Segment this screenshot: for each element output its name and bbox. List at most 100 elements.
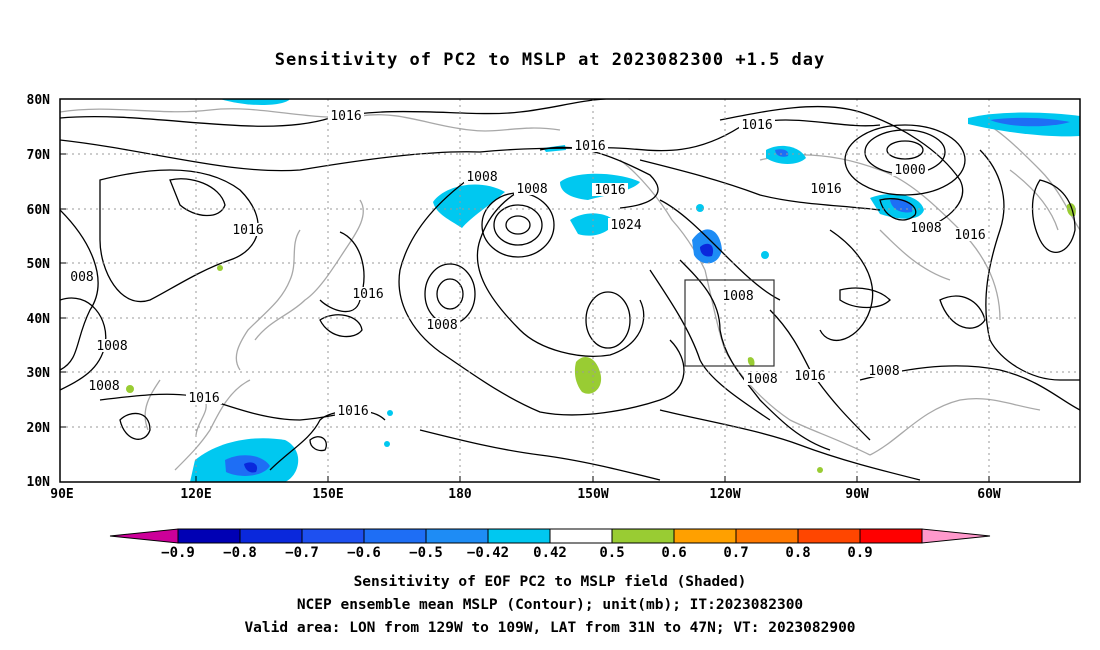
contour-label: 1008 bbox=[910, 221, 941, 236]
colorbar-bin bbox=[301, 528, 365, 544]
contour-label-bg bbox=[720, 289, 756, 302]
contour-label: 008 bbox=[70, 270, 93, 285]
contour-label-bg bbox=[952, 228, 988, 241]
colorbar-label: −0.8 bbox=[223, 545, 257, 561]
contour-label-bg bbox=[739, 118, 775, 131]
contour-label-bg bbox=[592, 183, 628, 196]
contour-label-bg bbox=[464, 170, 500, 183]
sensitivity-shading bbox=[126, 99, 1080, 482]
colorbar-label: −0.7 bbox=[285, 545, 319, 561]
contour-label: 1016 bbox=[810, 182, 841, 197]
colorbar-label: −0.6 bbox=[347, 545, 381, 561]
contour-label-bg bbox=[744, 372, 780, 385]
colorbar-bin bbox=[859, 528, 923, 544]
lon-label-180: 180 bbox=[448, 487, 472, 502]
contour-label-bg bbox=[424, 318, 460, 331]
contour-label-bg bbox=[335, 404, 371, 417]
contour-label: 1008 bbox=[88, 379, 119, 394]
lon-label-90e: 90E bbox=[50, 487, 73, 502]
contour-label: 1008 bbox=[722, 289, 753, 304]
contour-label: 1016 bbox=[574, 139, 605, 154]
colorbar-bin bbox=[735, 528, 799, 544]
contour-label: 1016 bbox=[794, 369, 825, 384]
colorbar-bin bbox=[177, 528, 241, 544]
contour-label: 1016 bbox=[337, 404, 368, 419]
lat-label-30n: 30N bbox=[27, 366, 51, 381]
colorbar-label: −0.42 bbox=[467, 545, 509, 561]
lon-label-120e: 120E bbox=[180, 487, 211, 502]
contour-label-bg bbox=[572, 139, 608, 152]
lon-label-90w: 90W bbox=[845, 487, 869, 502]
chart-title: Sensitivity of PC2 to MSLP at 2023082300… bbox=[274, 50, 826, 70]
colorbar-bin bbox=[549, 528, 613, 544]
contour-label-bg bbox=[94, 339, 130, 352]
caption-line-1: Sensitivity of EOF PC2 to MSLP field (Sh… bbox=[353, 574, 747, 590]
longitude-labels: 90E 120E 150E 180 150W 120W 90W 60W bbox=[50, 487, 1001, 502]
contour-label-bg bbox=[808, 182, 844, 195]
contour-label-bg bbox=[230, 223, 266, 236]
lat-label-70n: 70N bbox=[27, 148, 51, 163]
contour-label: 1008 bbox=[96, 339, 127, 354]
lon-label-150w: 150W bbox=[577, 487, 608, 502]
lat-label-50n: 50N bbox=[27, 257, 51, 272]
colorbar-label: 0.42 bbox=[533, 545, 567, 561]
mslp-contours bbox=[60, 99, 1080, 481]
contour-label: 1016 bbox=[594, 183, 625, 198]
contour-label-bg bbox=[328, 109, 364, 122]
colorbar-label: 0.6 bbox=[661, 545, 686, 561]
colorbar-bin bbox=[673, 528, 737, 544]
colorbar-bin bbox=[487, 528, 551, 544]
colorbar-label: 0.5 bbox=[599, 545, 624, 561]
colorbar-bin bbox=[239, 528, 303, 544]
colorbar-end-low bbox=[109, 528, 179, 544]
contour-label-bg bbox=[792, 369, 828, 382]
contour-label-bg bbox=[514, 182, 550, 195]
latitude-labels: 80N 70N 60N 50N 40N 30N 20N 10N bbox=[27, 93, 51, 490]
contour-label: 1016 bbox=[330, 109, 361, 124]
colorbar-label: 0.8 bbox=[785, 545, 810, 561]
contour-label: 1008 bbox=[426, 318, 457, 333]
contour-label-bg bbox=[86, 379, 122, 392]
tick-marks bbox=[60, 153, 990, 482]
lat-label-10n: 10N bbox=[27, 475, 51, 490]
colorbar-labels: −0.9 −0.8 −0.7 −0.6 −0.5 −0.42 0.42 0.5 0.6 0.7 0.… bbox=[161, 545, 873, 561]
contour-label: 1008 bbox=[516, 182, 547, 197]
caption-line-2: NCEP ensemble mean MSLP (Contour); unit(… bbox=[296, 597, 804, 613]
caption-line-3: Valid area: LON from 129W to 109W, LAT f… bbox=[244, 620, 856, 636]
contour-label-bg bbox=[350, 287, 386, 300]
contour-label: 1008 bbox=[746, 372, 777, 387]
valid-area-box bbox=[684, 279, 775, 367]
contour-label-bg bbox=[186, 391, 222, 404]
contour-label: 1016 bbox=[352, 287, 383, 302]
contour-label-bg bbox=[68, 270, 96, 283]
lat-label-20n: 20N bbox=[27, 421, 51, 436]
colorbar-bin bbox=[611, 528, 675, 544]
lat-label-40n: 40N bbox=[27, 312, 51, 327]
lat-label-60n: 60N bbox=[27, 203, 51, 218]
coastlines bbox=[60, 108, 1080, 471]
contour-label-bg bbox=[892, 163, 928, 176]
colorbar-label: 0.9 bbox=[847, 545, 872, 561]
colorbar-label: −0.9 bbox=[161, 545, 195, 561]
contour-label: 1016 bbox=[741, 118, 772, 133]
colorbar-end-high bbox=[921, 528, 991, 544]
colorbar-bin bbox=[425, 528, 489, 544]
colorbar-label: −0.5 bbox=[409, 545, 443, 561]
colorbar-bin bbox=[363, 528, 427, 544]
lon-label-120w: 120W bbox=[709, 487, 740, 502]
contour-labels: 1016 1016 1008 1016 1008 1016 1000 1016 1024 1008… bbox=[68, 109, 988, 419]
contour-label: 1024 bbox=[610, 218, 641, 233]
map-frame bbox=[59, 98, 1081, 483]
contour-label: 1008 bbox=[868, 364, 899, 379]
contour-label: 1000 bbox=[894, 163, 925, 178]
graticule bbox=[60, 99, 1080, 482]
colorbar-bin bbox=[797, 528, 861, 544]
contour-label: 1016 bbox=[232, 223, 263, 238]
lon-label-60w: 60W bbox=[977, 487, 1001, 502]
contour-label: 1016 bbox=[188, 391, 219, 406]
contour-label-bg bbox=[608, 218, 644, 231]
colorbar-label: 0.7 bbox=[723, 545, 748, 561]
contour-label: 1008 bbox=[466, 170, 497, 185]
contour-label: 1016 bbox=[954, 228, 985, 243]
